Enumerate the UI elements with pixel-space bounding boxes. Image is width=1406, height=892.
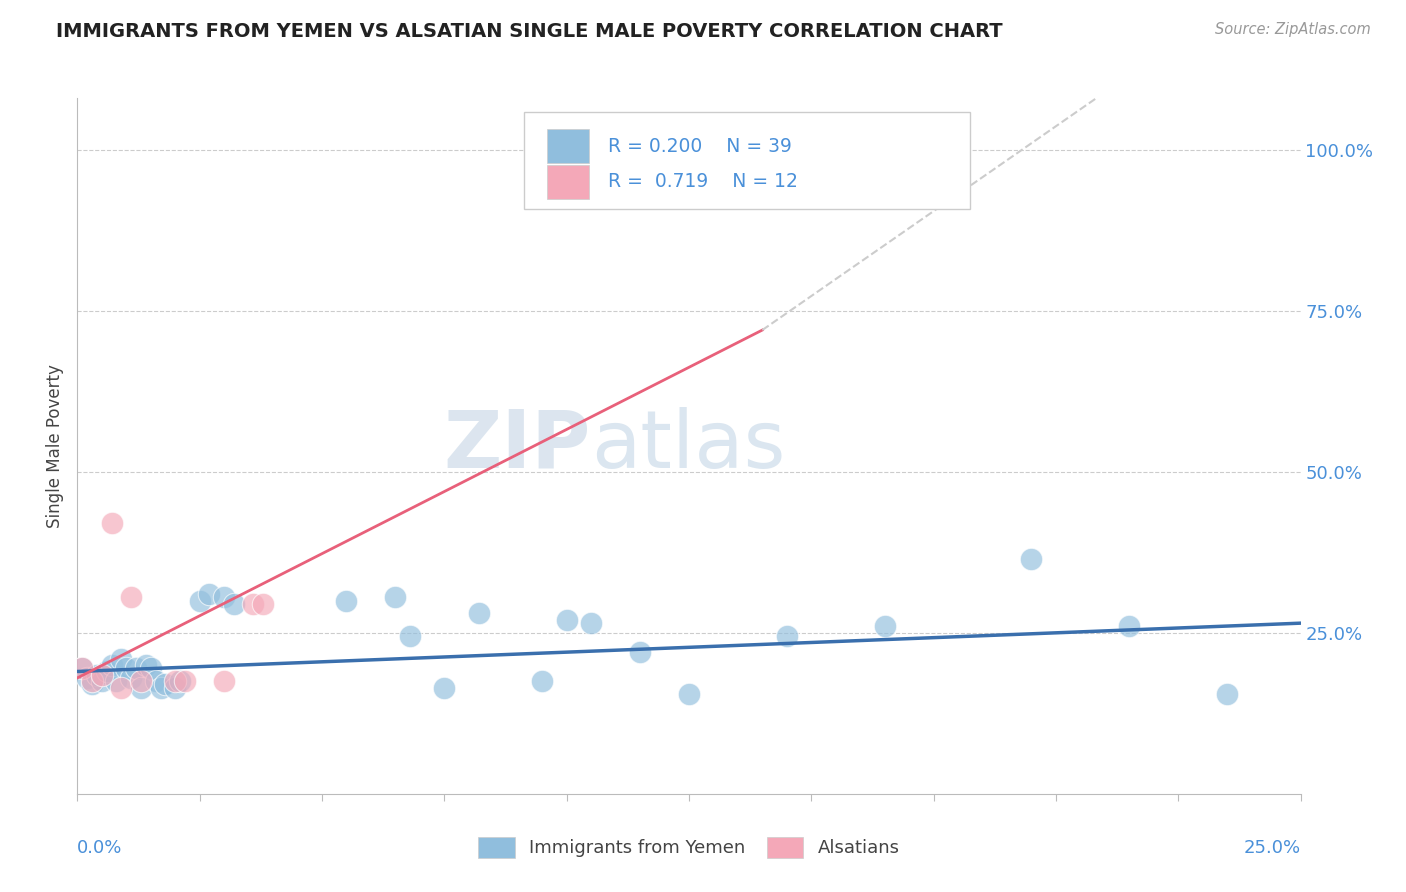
- Point: [242, 597, 264, 611]
- Point: [165, 681, 187, 695]
- Point: [149, 681, 172, 695]
- Point: [1216, 687, 1239, 701]
- Point: [467, 607, 489, 621]
- Point: [139, 661, 162, 675]
- Point: [100, 658, 122, 673]
- Point: [76, 671, 98, 685]
- Point: [129, 674, 152, 689]
- Text: 25.0%: 25.0%: [1243, 839, 1301, 857]
- Point: [120, 671, 142, 685]
- Bar: [547, 165, 589, 199]
- Point: [129, 681, 152, 695]
- Point: [335, 593, 357, 607]
- Point: [873, 619, 896, 633]
- Point: [120, 591, 142, 605]
- Point: [105, 674, 128, 689]
- Point: [169, 674, 191, 689]
- Point: [90, 674, 112, 689]
- Point: [252, 597, 274, 611]
- Point: [1021, 551, 1043, 566]
- Point: [145, 674, 167, 689]
- Point: [384, 591, 406, 605]
- Point: [433, 681, 456, 695]
- Point: [115, 661, 138, 675]
- Text: R =  0.719    N = 12: R = 0.719 N = 12: [607, 172, 799, 192]
- Text: 0.0%: 0.0%: [77, 839, 122, 857]
- Point: [531, 674, 554, 689]
- Point: [678, 687, 700, 701]
- Point: [399, 629, 422, 643]
- Point: [110, 651, 132, 665]
- Point: [1118, 619, 1140, 633]
- Point: [155, 677, 177, 691]
- Point: [110, 681, 132, 695]
- Point: [135, 658, 157, 673]
- Point: [86, 667, 108, 681]
- Text: ZIP: ZIP: [444, 407, 591, 485]
- Point: [579, 616, 602, 631]
- Point: [70, 661, 93, 675]
- Point: [70, 661, 93, 675]
- Point: [222, 597, 245, 611]
- Y-axis label: Single Male Poverty: Single Male Poverty: [46, 364, 65, 528]
- Point: [212, 591, 235, 605]
- Point: [96, 665, 118, 679]
- Text: R = 0.200    N = 39: R = 0.200 N = 39: [607, 136, 792, 156]
- Point: [100, 516, 122, 531]
- Text: Source: ZipAtlas.com: Source: ZipAtlas.com: [1215, 22, 1371, 37]
- Text: IMMIGRANTS FROM YEMEN VS ALSATIAN SINGLE MALE POVERTY CORRELATION CHART: IMMIGRANTS FROM YEMEN VS ALSATIAN SINGLE…: [56, 22, 1002, 41]
- Legend: Immigrants from Yemen, Alsatians: Immigrants from Yemen, Alsatians: [471, 830, 907, 865]
- Point: [776, 629, 799, 643]
- Point: [90, 667, 112, 681]
- Point: [165, 674, 187, 689]
- Point: [174, 674, 197, 689]
- FancyBboxPatch shape: [524, 112, 970, 210]
- Bar: [547, 129, 589, 163]
- Point: [198, 587, 221, 601]
- Point: [212, 674, 235, 689]
- Point: [80, 677, 103, 691]
- Point: [125, 661, 148, 675]
- Point: [188, 593, 211, 607]
- Point: [555, 613, 578, 627]
- Point: [80, 674, 103, 689]
- Text: atlas: atlas: [591, 407, 786, 485]
- Point: [628, 645, 651, 659]
